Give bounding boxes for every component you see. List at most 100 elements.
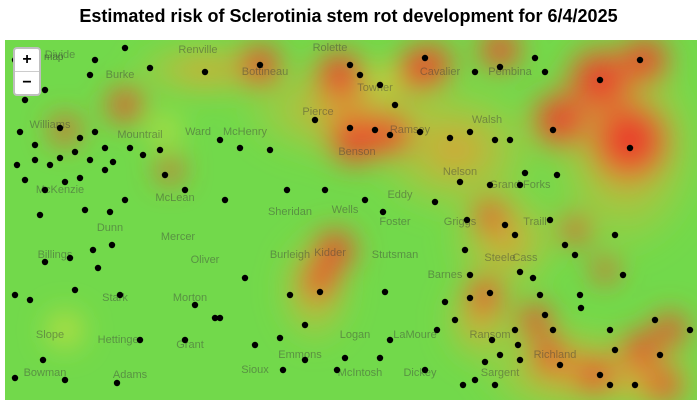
- station-dot: [486, 181, 494, 189]
- risk-hotspot: [557, 212, 593, 248]
- risk-hotspot: [463, 273, 507, 317]
- station-dot: [516, 181, 524, 189]
- station-dot: [221, 196, 229, 204]
- station-dot: [333, 366, 341, 374]
- station-dot: [113, 379, 121, 387]
- station-dot: [631, 381, 639, 389]
- county-label: Richland: [534, 349, 577, 361]
- station-dot: [211, 314, 219, 322]
- station-dot: [86, 71, 94, 79]
- station-dot: [577, 304, 585, 312]
- station-dot: [511, 231, 519, 239]
- county-label: Ward: [185, 126, 211, 138]
- county-label: LaMoure: [393, 329, 436, 341]
- county-label: Stutsman: [372, 249, 418, 261]
- station-dot: [61, 178, 69, 186]
- county-label: Burleigh: [270, 249, 310, 261]
- risk-hotspot: [615, 40, 675, 90]
- county-label: Bottineau: [242, 66, 288, 78]
- station-dot: [546, 216, 554, 224]
- risk-map: Renville Bottineau Rolette Towner Cavalier Pe…: [5, 40, 697, 400]
- station-dot: [94, 264, 102, 272]
- station-dot: [529, 274, 537, 282]
- zoom-out-button[interactable]: −: [22, 74, 32, 91]
- station-dot: [61, 376, 69, 384]
- station-dot: [456, 178, 464, 186]
- county-label: Barnes: [428, 269, 463, 281]
- station-dot: [471, 376, 479, 384]
- risk-hotspot: [582, 92, 678, 188]
- station-dot: [386, 131, 394, 139]
- station-dot: [236, 144, 244, 152]
- station-dot: [656, 351, 664, 359]
- risk-hotspot: [648, 308, 692, 352]
- station-dot: [516, 356, 524, 364]
- risk-moderate: [41, 306, 89, 354]
- station-dot: [31, 141, 39, 149]
- station-dot: [514, 341, 522, 349]
- station-dot: [21, 96, 29, 104]
- station-dot: [181, 186, 189, 194]
- map-title: Estimated risk of Sclerotinia stem rot d…: [79, 6, 618, 26]
- station-dot: [611, 231, 619, 239]
- station-dot: [311, 116, 319, 124]
- county-label: Sheridan: [268, 206, 312, 218]
- station-dot: [266, 146, 274, 154]
- station-dot: [346, 61, 354, 69]
- station-dot: [301, 356, 309, 364]
- station-dot: [471, 68, 479, 76]
- county-label: Divide: [45, 49, 76, 61]
- county-label: Pierce: [302, 106, 333, 118]
- station-dot: [76, 174, 84, 182]
- station-dot: [626, 144, 634, 152]
- county-label: Williams: [30, 119, 71, 131]
- risk-moderate: [367, 62, 403, 98]
- county-label: Bowman: [24, 367, 67, 379]
- station-dot: [106, 208, 114, 216]
- risk-hotspot: [571, 351, 619, 399]
- station-dot: [156, 146, 164, 154]
- station-dot: [606, 326, 614, 334]
- station-dot: [376, 81, 384, 89]
- station-dot: [256, 61, 264, 69]
- station-dot: [276, 334, 284, 342]
- station-dot: [191, 301, 199, 309]
- station-dot: [41, 86, 49, 94]
- station-dot: [46, 161, 54, 169]
- county-label: Stark: [102, 292, 128, 304]
- station-dot: [461, 246, 469, 254]
- station-dot: [488, 336, 496, 344]
- station-dot: [516, 268, 524, 276]
- station-dot: [346, 124, 354, 132]
- station-dot: [76, 134, 84, 142]
- station-dot: [549, 326, 557, 334]
- station-dot: [466, 128, 474, 136]
- county-label: Wells: [332, 204, 359, 216]
- station-dot: [553, 171, 561, 179]
- county-label: Dunn: [97, 222, 123, 234]
- station-dot: [146, 64, 154, 72]
- station-dot: [421, 366, 429, 374]
- station-dot: [441, 298, 449, 306]
- county-label: Eddy: [387, 189, 413, 201]
- station-dot: [136, 336, 144, 344]
- station-dot: [86, 156, 94, 164]
- station-dot: [379, 208, 387, 216]
- station-dot: [596, 371, 604, 379]
- station-dot: [463, 216, 471, 224]
- station-dot: [56, 154, 64, 162]
- risk-hotspot: [513, 298, 557, 342]
- station-dot: [416, 128, 424, 136]
- risk-hotspot: [526, 86, 594, 154]
- station-dot: [376, 354, 384, 362]
- station-dot: [611, 346, 619, 354]
- zoom-in-button[interactable]: +: [15, 49, 39, 72]
- county-label: Morton: [173, 292, 207, 304]
- station-dot: [361, 196, 369, 204]
- station-dot: [651, 316, 659, 324]
- county-label: Ransom: [470, 329, 511, 341]
- station-dot: [71, 286, 79, 294]
- county-label: McLean: [155, 192, 194, 204]
- station-dot: [381, 288, 389, 296]
